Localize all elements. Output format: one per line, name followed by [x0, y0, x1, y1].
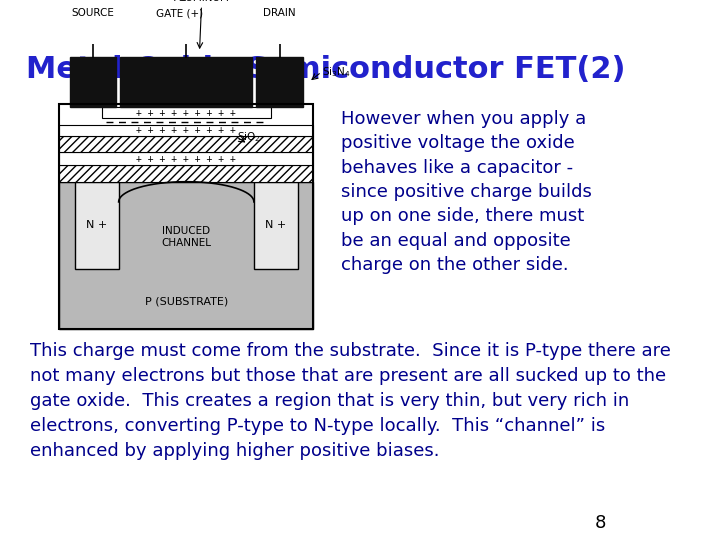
- Text: However when you apply a
positive voltage the oxide
behaves like a capacitor -
s: However when you apply a positive voltag…: [341, 110, 592, 274]
- Text: P (SUBSTRATE): P (SUBSTRATE): [145, 296, 228, 306]
- Text: Si$_3$N$_4$: Si$_3$N$_4$: [322, 65, 350, 79]
- Text: Metal-Oxide-Semiconductor FET(2): Metal-Oxide-Semiconductor FET(2): [26, 55, 626, 84]
- Bar: [120, 57, 252, 107]
- Text: SOURCE: SOURCE: [71, 8, 114, 18]
- Bar: [102, 107, 271, 118]
- Text: DRAIN: DRAIN: [264, 8, 296, 18]
- Bar: [70, 57, 116, 107]
- Text: ALUMINUM: ALUMINUM: [174, 0, 230, 3]
- Circle shape: [183, 24, 189, 31]
- Text: + + + + + + + + +: + + + + + + + + +: [136, 154, 236, 164]
- Text: N +: N +: [265, 220, 287, 231]
- Bar: [60, 136, 313, 152]
- Text: + + + + + + + + +: + + + + + + + + +: [136, 108, 236, 118]
- Bar: [60, 181, 313, 329]
- Text: N +: N +: [86, 220, 107, 231]
- Text: SiO$_2$: SiO$_2$: [237, 130, 261, 144]
- Bar: [60, 165, 313, 181]
- Bar: [75, 181, 119, 269]
- Bar: [254, 181, 298, 269]
- Bar: [256, 57, 303, 107]
- Text: 8: 8: [595, 515, 606, 532]
- Text: GATE (+): GATE (+): [156, 8, 203, 18]
- Text: + + + + + + + + +: + + + + + + + + +: [136, 125, 236, 135]
- Text: INDUCED
CHANNEL: INDUCED CHANNEL: [161, 226, 211, 248]
- Circle shape: [89, 24, 96, 31]
- Bar: [60, 125, 313, 136]
- Bar: [60, 104, 313, 329]
- Circle shape: [276, 24, 283, 31]
- Text: This charge must come from the substrate.  Since it is P-type there are
not many: This charge must come from the substrate…: [30, 342, 671, 461]
- Bar: [60, 152, 313, 165]
